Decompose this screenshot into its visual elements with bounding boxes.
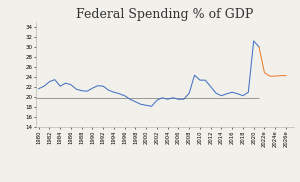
Title: Federal Spending % of GDP: Federal Spending % of GDP <box>76 8 254 21</box>
